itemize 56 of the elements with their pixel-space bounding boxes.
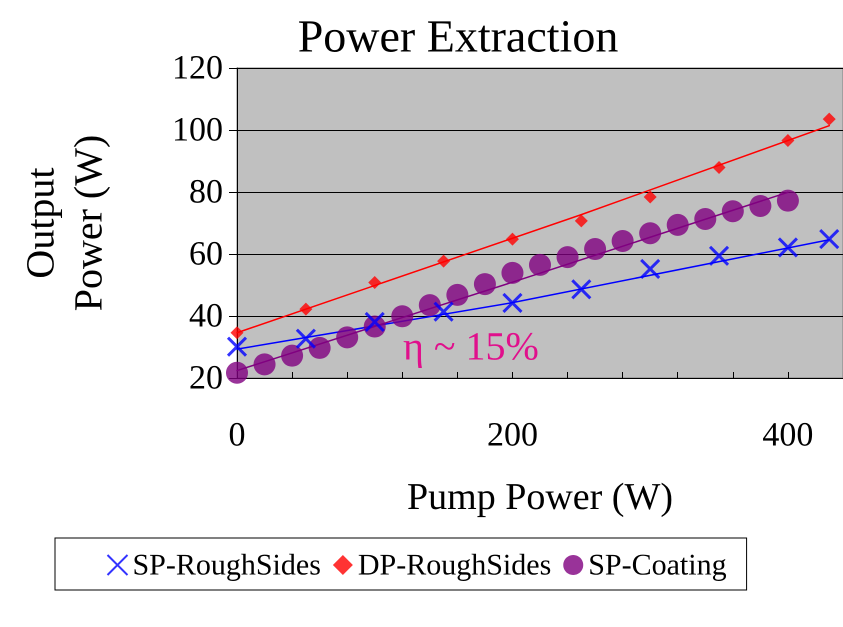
- y-tick-label: 120: [172, 50, 223, 86]
- point: [418, 294, 441, 316]
- point: [708, 245, 730, 266]
- x-tick-label: 200: [486, 416, 538, 454]
- point: [336, 326, 358, 348]
- point: [295, 328, 316, 350]
- point: [254, 353, 276, 376]
- point: [570, 278, 592, 300]
- x-axis-title: Pump Power (W): [407, 476, 673, 518]
- point: [364, 311, 386, 332]
- point: [640, 258, 661, 280]
- point: [506, 232, 519, 246]
- point: [391, 305, 414, 328]
- chart-title: Power Extraction: [298, 10, 618, 62]
- point: [612, 230, 634, 252]
- point: [502, 292, 523, 314]
- point: [712, 161, 726, 174]
- point: [694, 208, 716, 230]
- point: [666, 214, 689, 236]
- point: [437, 254, 450, 268]
- point: [781, 134, 794, 148]
- annotation: η ~ 15%: [403, 324, 539, 368]
- point: [368, 276, 382, 290]
- point: [584, 238, 606, 260]
- point: [574, 214, 588, 228]
- point: [226, 336, 248, 358]
- point: [529, 254, 551, 276]
- point: [299, 302, 312, 316]
- point: [818, 228, 840, 250]
- point: [226, 362, 248, 384]
- point: [474, 273, 496, 296]
- point: [822, 112, 836, 126]
- point: [433, 301, 454, 322]
- point: [230, 326, 244, 340]
- y-tick-label: 80: [189, 174, 223, 210]
- point: [308, 336, 331, 359]
- y-axis-title: Output Power (W): [18, 134, 110, 312]
- y-tick-label: 40: [189, 298, 223, 334]
- x-tick-label: 400: [762, 416, 814, 454]
- point: [644, 190, 657, 204]
- point: [281, 344, 304, 367]
- point: [639, 222, 662, 244]
- legend-label: SP-Coating: [588, 548, 727, 582]
- point: [501, 262, 524, 284]
- point: [446, 284, 468, 306]
- legend-label: DP-RoughSides: [358, 548, 552, 582]
- x-tick-label: 0: [228, 416, 246, 454]
- point: [749, 194, 772, 217]
- y-tick-label: 60: [189, 236, 223, 272]
- point: [776, 190, 799, 212]
- point: [722, 200, 744, 222]
- point: [556, 246, 579, 268]
- legend-label: SP-RoughSides: [132, 548, 321, 582]
- point: [777, 236, 798, 258]
- y-tick-label: 100: [172, 112, 223, 148]
- y-tick-label: 20: [189, 360, 223, 396]
